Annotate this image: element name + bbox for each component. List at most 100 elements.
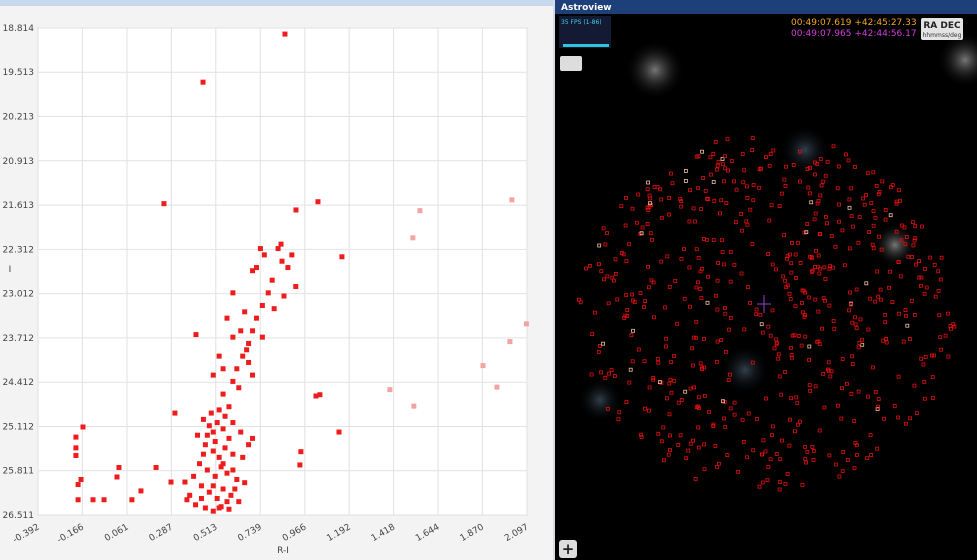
title-bar bbox=[555, 0, 977, 14]
data-point bbox=[480, 363, 485, 368]
data-point bbox=[246, 360, 251, 365]
data-point bbox=[187, 493, 192, 498]
data-point bbox=[221, 392, 226, 397]
data-point bbox=[207, 423, 212, 428]
data-point bbox=[509, 197, 514, 202]
data-point bbox=[246, 442, 251, 447]
data-point bbox=[250, 268, 255, 273]
data-point bbox=[224, 499, 229, 504]
data-point bbox=[258, 246, 263, 251]
center-coords: 00:49:07.965 +42:44:56.17 bbox=[791, 29, 917, 39]
data-point bbox=[226, 507, 231, 512]
data-point bbox=[221, 426, 226, 431]
data-point bbox=[250, 328, 255, 333]
data-point bbox=[289, 252, 294, 257]
coord-button-label[interactable]: RA DEC bbox=[923, 21, 961, 31]
sky-bg bbox=[555, 0, 977, 560]
data-point bbox=[230, 468, 235, 473]
panel-title: Astroview bbox=[561, 3, 612, 13]
data-point bbox=[315, 199, 320, 204]
data-point bbox=[193, 502, 198, 507]
data-point bbox=[293, 284, 298, 289]
data-point bbox=[221, 366, 226, 371]
data-point bbox=[199, 483, 204, 488]
data-point bbox=[260, 303, 265, 308]
y-tick-label: 26.511 bbox=[3, 511, 35, 521]
data-point bbox=[211, 449, 216, 454]
data-point bbox=[494, 385, 499, 390]
data-point bbox=[211, 373, 216, 378]
data-point bbox=[211, 509, 216, 514]
data-point bbox=[91, 497, 96, 502]
data-point bbox=[236, 385, 241, 390]
fps-label: 35 FPS (1-86) bbox=[561, 19, 602, 26]
astroview-panel: Astroview 35 FPS (1-86) 00:49:07.619 +42… bbox=[555, 0, 977, 560]
data-point bbox=[250, 436, 255, 441]
data-point bbox=[201, 417, 206, 422]
data-point bbox=[223, 414, 228, 419]
data-point bbox=[234, 366, 239, 371]
data-point bbox=[193, 332, 198, 337]
data-point bbox=[280, 259, 285, 264]
data-point bbox=[411, 404, 416, 409]
data-point bbox=[279, 242, 284, 247]
y-tick-label: 20.213 bbox=[3, 113, 35, 123]
data-point bbox=[244, 347, 249, 352]
data-point bbox=[234, 477, 239, 482]
data-point bbox=[282, 32, 287, 37]
data-point bbox=[76, 482, 81, 487]
data-point bbox=[154, 465, 159, 470]
cursor-coords: 00:49:07.619 +42:45:27.33 bbox=[791, 18, 917, 28]
data-point bbox=[246, 341, 251, 346]
data-point bbox=[272, 306, 277, 311]
data-point bbox=[293, 207, 298, 212]
y-tick-label: 22.312 bbox=[3, 245, 35, 255]
data-point bbox=[182, 480, 187, 485]
data-point bbox=[242, 480, 247, 485]
data-point bbox=[203, 505, 208, 510]
y-tick-label: 24.412 bbox=[3, 378, 35, 388]
data-point bbox=[387, 387, 392, 392]
data-point bbox=[129, 497, 134, 502]
data-point bbox=[191, 474, 196, 479]
y-tick-label: 20.913 bbox=[3, 157, 35, 167]
data-point bbox=[254, 316, 259, 321]
data-point bbox=[215, 496, 220, 501]
data-point bbox=[205, 468, 210, 473]
data-point bbox=[417, 208, 422, 213]
data-point bbox=[228, 493, 233, 498]
data-point bbox=[232, 486, 237, 491]
data-point bbox=[116, 465, 121, 470]
data-point bbox=[230, 290, 235, 295]
data-point bbox=[203, 442, 208, 447]
data-point bbox=[217, 455, 222, 460]
y-tick-label: 21.613 bbox=[3, 201, 35, 211]
data-point bbox=[169, 480, 174, 485]
data-point bbox=[240, 455, 245, 460]
data-point bbox=[80, 424, 85, 429]
data-point bbox=[217, 407, 222, 412]
data-point bbox=[73, 435, 78, 440]
data-point bbox=[73, 453, 78, 458]
data-point bbox=[297, 462, 302, 467]
data-point bbox=[250, 373, 255, 378]
data-point bbox=[213, 439, 218, 444]
data-point bbox=[205, 433, 210, 438]
coord-units[interactable]: hhmmss/deg bbox=[923, 32, 962, 39]
data-point bbox=[211, 483, 216, 488]
data-point bbox=[524, 321, 529, 326]
keyboard-button[interactable] bbox=[560, 56, 582, 71]
data-point bbox=[211, 430, 216, 435]
data-point bbox=[199, 496, 204, 501]
data-point bbox=[76, 497, 81, 502]
star-glow bbox=[625, 40, 685, 100]
data-point bbox=[230, 420, 235, 425]
zoom-button-label[interactable]: + bbox=[562, 540, 575, 558]
data-point bbox=[215, 420, 220, 425]
data-point bbox=[230, 379, 235, 384]
data-point bbox=[221, 461, 226, 466]
data-point bbox=[138, 488, 143, 493]
data-point bbox=[221, 486, 226, 491]
data-point bbox=[410, 235, 415, 240]
data-point bbox=[260, 335, 265, 340]
